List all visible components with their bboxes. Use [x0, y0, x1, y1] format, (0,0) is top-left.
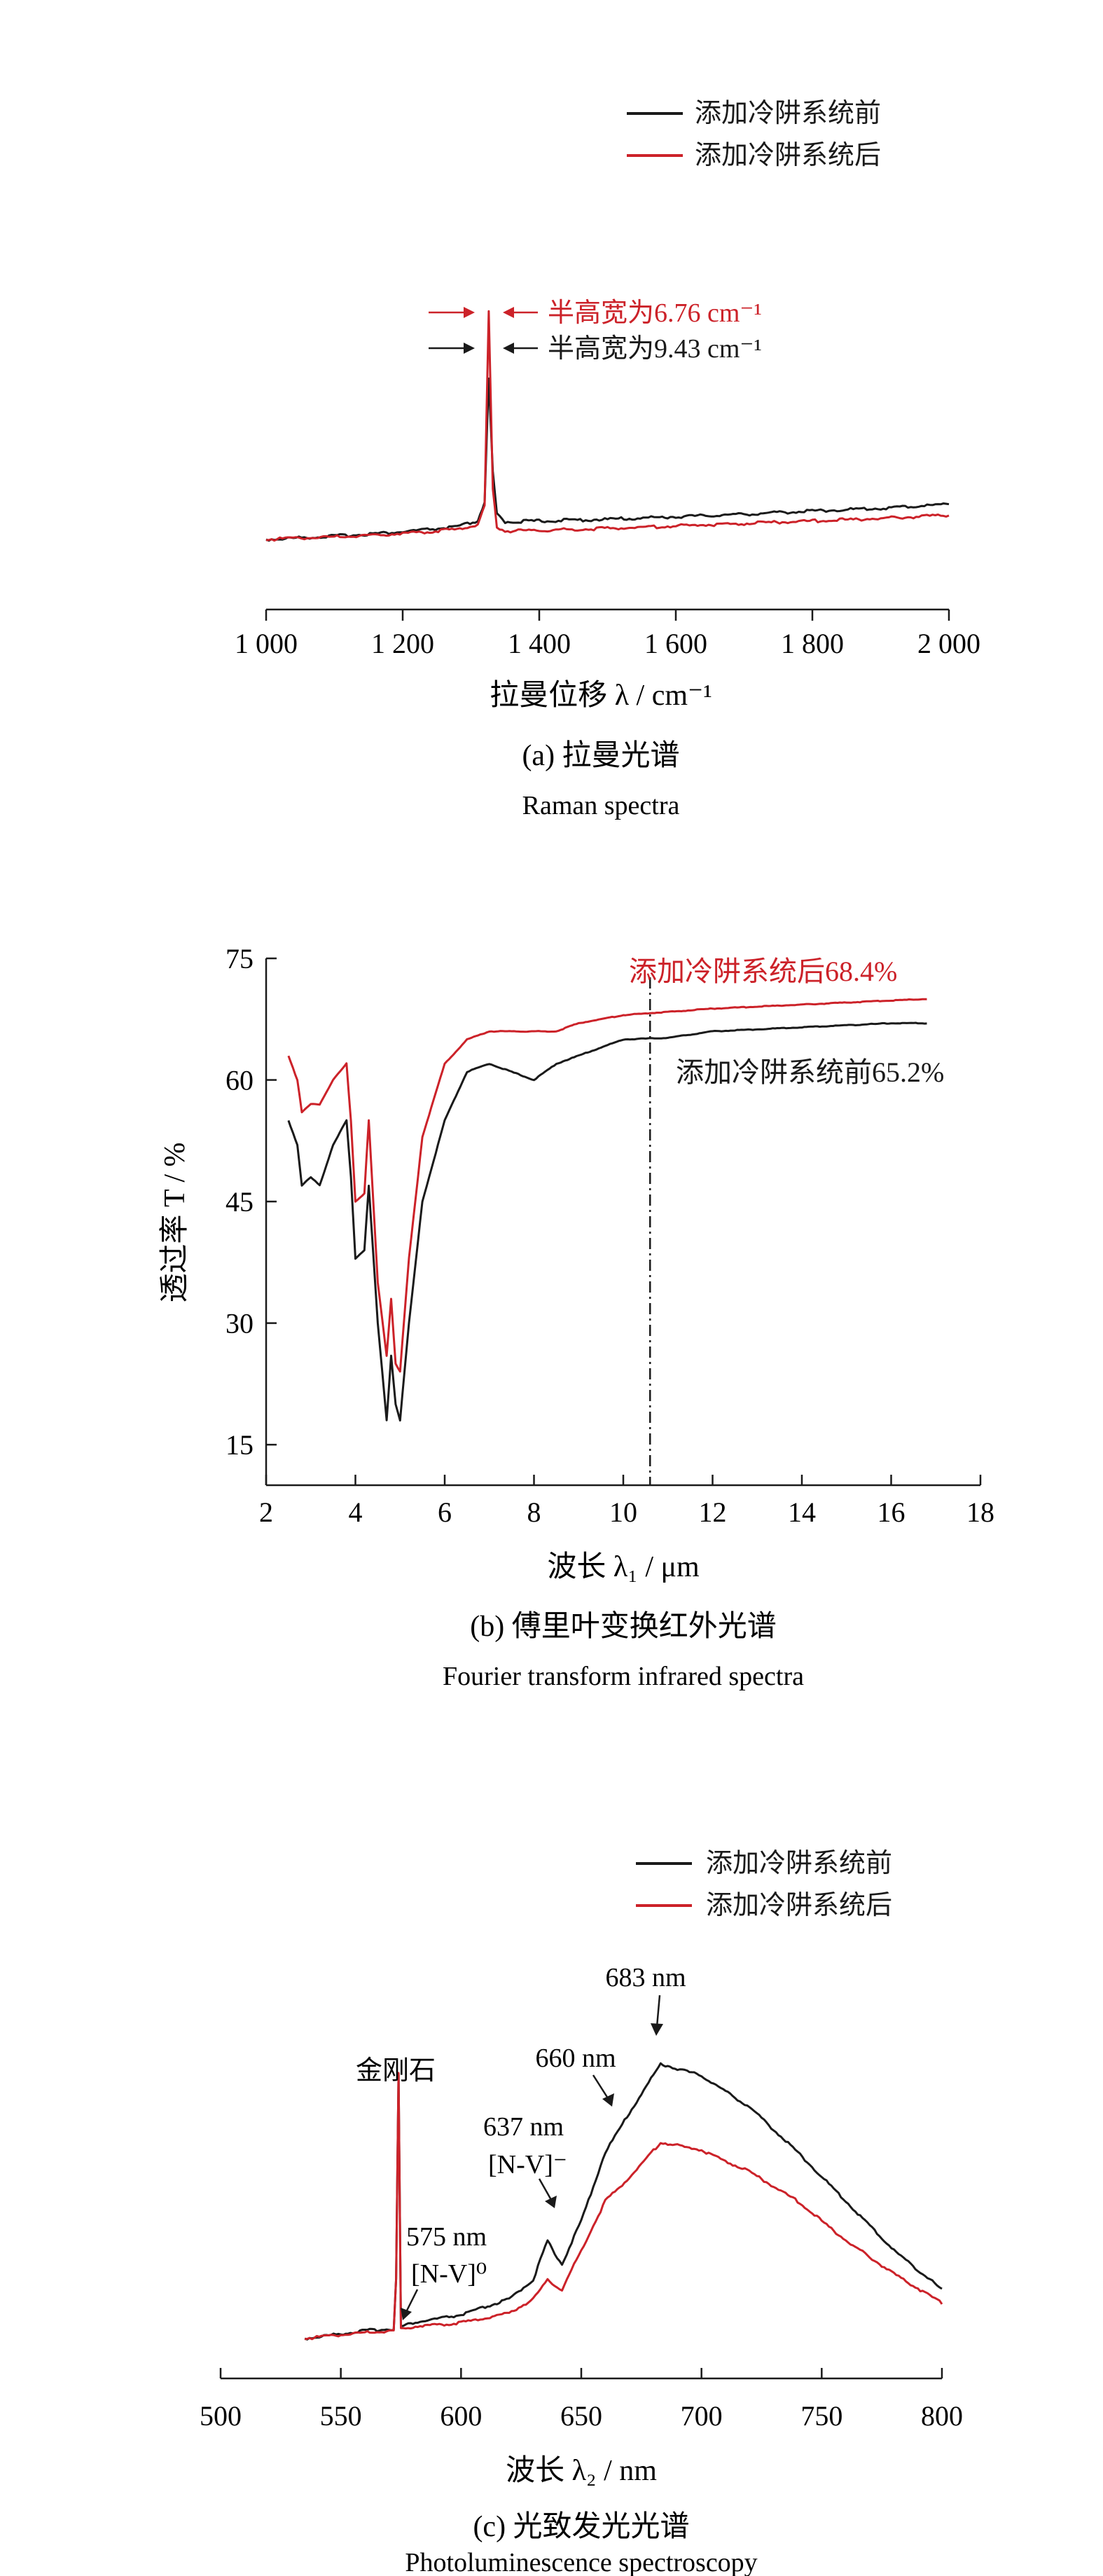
series-line-after — [287, 998, 927, 1373]
raman-legend: 添加冷阱系统前 添加冷阱系统后 — [627, 99, 881, 170]
pl-x-label: 波长 λ₂ / nm — [506, 2455, 657, 2487]
x-tick-label: 550 — [320, 2400, 362, 2432]
pl-caption-en: Photoluminescence spectroscopy — [405, 2548, 757, 2576]
pl-arrows — [401, 1995, 663, 2320]
pl-575-label: 575 nm — [406, 2222, 487, 2252]
x-tick-label: 4 — [349, 1496, 363, 1528]
y-tick-label: 15 — [226, 1429, 254, 1461]
pl-nvminus-label: [N-V]⁻ — [488, 2150, 567, 2179]
y-tick-label: 75 — [226, 943, 254, 974]
x-tick-label: 1 600 — [644, 628, 707, 659]
fwhm-label-after: 半高宽为6.76 cm⁻¹ — [548, 298, 762, 328]
ftir-annotation-after: 添加冷阱系统后68.4% — [629, 956, 897, 987]
pl-chart: 500 550 600 650 700 750 800 添加冷阱系统前 添加冷阱系统后 金刚… — [200, 1849, 963, 2576]
series-line-after — [305, 2072, 943, 2341]
x-tick-label: 2 — [259, 1496, 273, 1528]
pl-caption: (c) 光致发光光谱 — [473, 2511, 689, 2543]
pl-diamond-label: 金刚石 — [356, 2056, 436, 2086]
raman-x-label: 拉曼位移 λ / cm⁻¹ — [490, 679, 712, 712]
legend-label-before: 添加冷阱系统前 — [706, 1849, 892, 1878]
legend-label-after: 添加冷阱系统后 — [706, 1891, 892, 1920]
series-line-before — [304, 2062, 943, 2341]
pl-legend: 添加冷阱系统前 添加冷阱系统后 — [636, 1849, 892, 1920]
series-line-after — [265, 310, 950, 542]
raman-chart: 1 000 1 200 1 400 1 600 1 800 2 000 添加冷阱系统前 添… — [235, 99, 980, 820]
series-line-before — [287, 1021, 927, 1422]
x-tick-label: 600 — [440, 2400, 482, 2432]
x-tick-label: 750 — [800, 2400, 842, 2432]
x-tick-label: 700 — [681, 2400, 723, 2432]
x-tick-label: 10 — [609, 1496, 637, 1528]
pl-683-label: 683 nm — [605, 1963, 686, 1992]
y-tick-label: 45 — [226, 1186, 254, 1218]
raman-caption: (a) 拉曼光谱 — [522, 739, 679, 772]
series-line-before — [265, 377, 950, 542]
x-tick-label: 2 000 — [917, 628, 980, 659]
pl-637-label: 637 nm — [483, 2112, 564, 2142]
x-tick-label: 8 — [527, 1496, 541, 1528]
ftir-caption: (b) 傅里叶变换红外光谱 — [470, 1610, 776, 1643]
x-tick-label: 12 — [699, 1496, 727, 1528]
x-tick-label: 1 800 — [781, 628, 844, 659]
legend-label-after: 添加冷阱系统后 — [695, 141, 881, 170]
ftir-caption-en: Fourier transform infrared spectra — [443, 1662, 804, 1691]
x-tick-label: 18 — [966, 1496, 994, 1528]
x-tick-label: 1 200 — [371, 628, 434, 659]
x-tick-label: 1 000 — [235, 628, 298, 659]
fwhm-label-before: 半高宽为9.43 cm⁻¹ — [548, 334, 762, 364]
ftir-chart: 2 4 6 8 10 12 14 16 18 15 30 45 60 75 添加冷阱系统后68.4% 添加… — [158, 943, 994, 1691]
y-tick-label: 60 — [226, 1065, 254, 1096]
ftir-x-label: 波长 λ₁ / μm — [547, 1551, 700, 1583]
x-tick-label: 1 400 — [508, 628, 571, 659]
y-tick-label: 30 — [226, 1308, 254, 1339]
pl-nv0-label: [N-V]⁰ — [411, 2259, 487, 2289]
legend-label-before: 添加冷阱系统前 — [695, 99, 881, 128]
raman-caption-en: Raman spectra — [522, 791, 680, 820]
x-tick-label: 500 — [200, 2400, 242, 2432]
ftir-annotation-before: 添加冷阱系统前65.2% — [676, 1056, 944, 1088]
ftir-y-label: 透过率 T / % — [158, 1142, 191, 1302]
pl-660-label: 660 nm — [535, 2044, 616, 2073]
x-tick-label: 6 — [438, 1496, 452, 1528]
x-tick-label: 16 — [877, 1496, 906, 1528]
fwhm-annotation-after: 半高宽为6.76 cm⁻¹ — [429, 298, 762, 328]
x-tick-label: 14 — [788, 1496, 816, 1528]
x-tick-label: 650 — [560, 2400, 602, 2432]
x-tick-label: 800 — [921, 2400, 963, 2432]
fwhm-annotation-before: 半高宽为9.43 cm⁻¹ — [429, 334, 762, 364]
